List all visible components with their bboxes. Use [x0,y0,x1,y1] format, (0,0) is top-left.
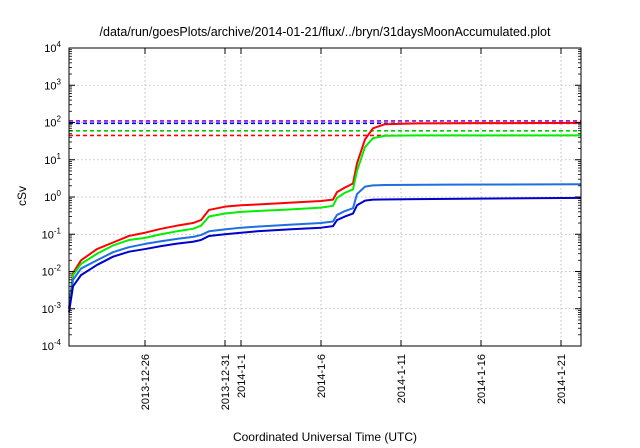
y-tick-label: 10-1 [42,226,62,241]
x-tick-label: 2014-1-21 [556,354,568,404]
x-tick-label: 2014-1-16 [476,354,488,404]
x-tick-label: 2013-12-26 [140,354,152,410]
y-axis: 10-4 10-3 10-2 10-1 100 101 102 103 104 [42,40,581,353]
y-tick-label: 101 [44,152,61,167]
x-tick-label: 2014-1-11 [396,354,408,403]
series-line [68,183,582,309]
y-tick-label: 100 [44,189,61,204]
x-axis: 2013-12-26 2013-12-31 2014-1-1 2014-1-6 2014… [140,48,568,410]
series-line [68,134,581,309]
y-tick-label: 10-3 [42,301,62,316]
y-tick-label: 103 [44,77,61,92]
x-tick-label: 2014-1-1 [236,354,248,398]
y-axis-label: cSv [15,186,29,206]
x-tick-label: 2014-1-6 [316,354,328,398]
y-tick-label: 102 [44,115,61,130]
series-line [68,121,582,309]
series-line [68,196,582,313]
y-tick-label: 10-2 [42,264,62,279]
y-tick-label: 10-4 [42,338,62,353]
chart-title: /data/run/goesPlots/archive/2014-01-21/f… [100,25,551,39]
x-axis-label: Coordinated Universal Time (UTC) [233,430,417,444]
grid [69,48,581,346]
reference-lines [69,120,581,137]
y-tick-label: 104 [44,40,61,55]
series-lines [68,121,582,313]
x-tick-label: 2013-12-31 [220,354,232,410]
